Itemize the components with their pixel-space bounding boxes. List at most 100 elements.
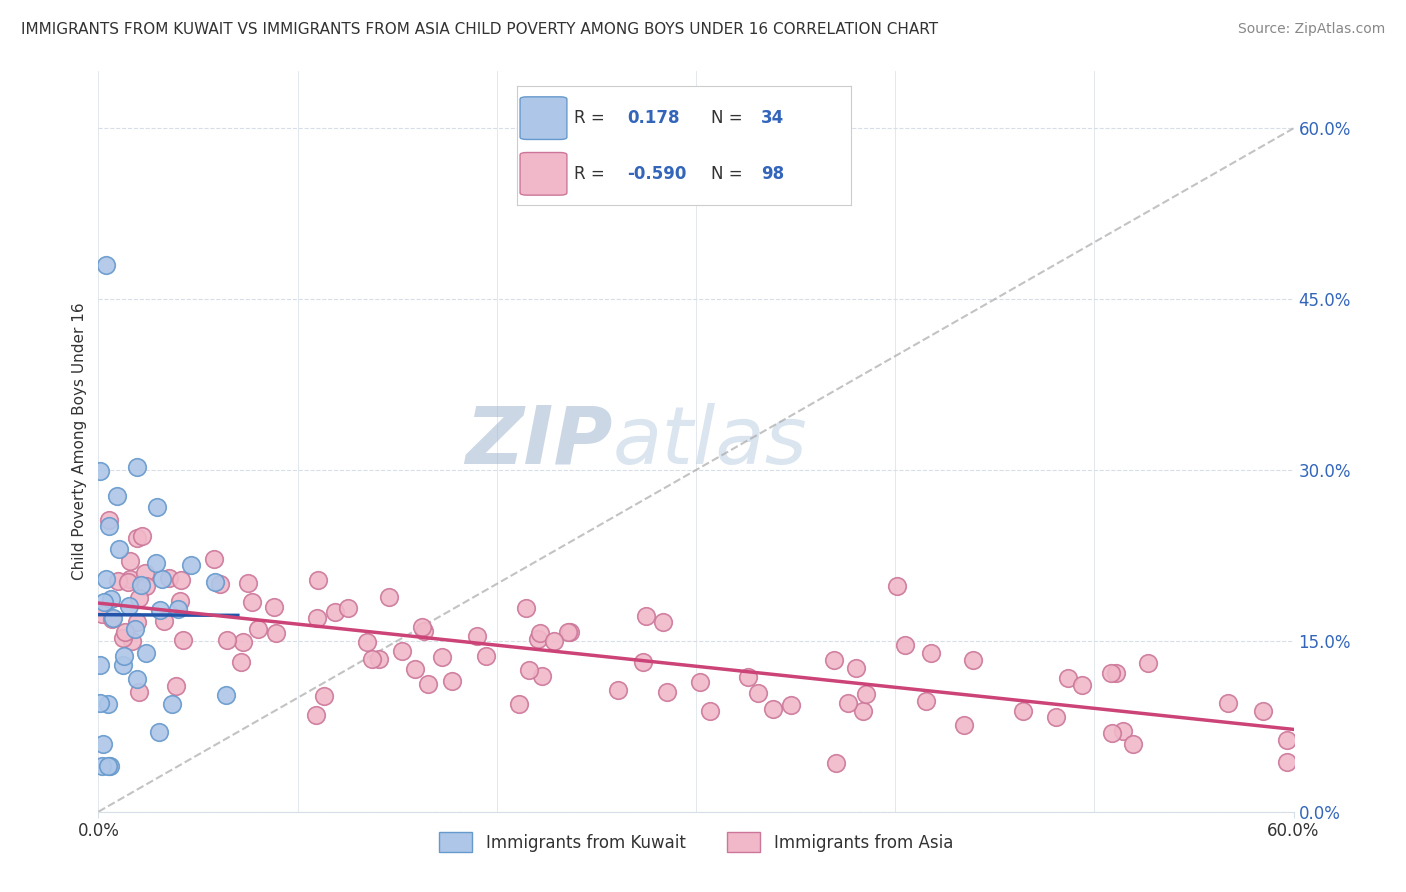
Point (634, 609, 657, 624)
Point (246, 622, 269, 636)
Point (172, 633, 194, 648)
Point (150, 572, 173, 586)
Point (135, 579, 157, 593)
Point (118, 572, 141, 586)
Point (361, 652, 384, 666)
Point (111, 657, 134, 672)
Point (169, 594, 191, 608)
Point (90, 607, 112, 621)
Point (214, 688, 236, 702)
Point (165, 679, 187, 693)
Point (108, 542, 131, 557)
Point (1011, 704, 1033, 718)
Point (432, 650, 454, 665)
Text: atlas: atlas (613, 402, 807, 481)
Point (404, 662, 426, 676)
Point (1112, 723, 1135, 738)
Point (129, 578, 152, 592)
Point (124, 622, 146, 636)
Point (1071, 678, 1094, 692)
Point (368, 652, 391, 666)
Point (100, 612, 122, 626)
Point (101, 611, 124, 625)
Point (962, 653, 984, 667)
Point (515, 600, 537, 615)
Point (149, 603, 172, 617)
Point (167, 601, 190, 615)
Point (312, 689, 335, 703)
Point (845, 661, 868, 675)
Point (305, 611, 328, 625)
Point (134, 566, 156, 581)
Point (823, 653, 845, 667)
Point (531, 669, 554, 683)
Point (89, 464, 111, 478)
Point (118, 554, 141, 568)
Point (893, 638, 915, 652)
Point (378, 591, 401, 605)
Point (689, 675, 711, 690)
Point (208, 577, 231, 591)
Point (413, 624, 436, 639)
Point (543, 634, 565, 648)
Point (97, 697, 120, 711)
Point (557, 624, 579, 639)
Point (356, 634, 378, 648)
Text: Source: ZipAtlas.com: Source: ZipAtlas.com (1237, 22, 1385, 37)
Point (89, 657, 111, 672)
Point (737, 669, 759, 683)
Point (145, 556, 167, 570)
Point (337, 601, 360, 615)
Point (125, 532, 148, 546)
Point (527, 632, 550, 647)
Point (1136, 656, 1159, 670)
Point (655, 685, 678, 699)
Point (217, 632, 239, 647)
Point (112, 631, 135, 645)
Point (325, 605, 347, 619)
Point (98, 759, 121, 773)
Point (1057, 671, 1080, 685)
Point (1275, 733, 1298, 747)
Point (236, 575, 259, 590)
Point (852, 704, 875, 718)
Point (204, 574, 226, 589)
Point (131, 528, 153, 542)
Point (780, 698, 803, 713)
Point (953, 718, 976, 732)
Point (1105, 665, 1128, 680)
Point (441, 674, 464, 689)
Point (465, 629, 488, 643)
Point (391, 644, 413, 658)
Point (118, 599, 141, 613)
Point (240, 595, 263, 609)
Point (128, 685, 150, 699)
Point (1101, 725, 1123, 739)
Point (652, 615, 675, 629)
Point (146, 500, 169, 514)
Point (416, 676, 439, 690)
Point (157, 570, 180, 584)
Point (127, 615, 149, 630)
Point (125, 673, 148, 687)
Y-axis label: Child Poverty Among Boys Under 16: Child Poverty Among Boys Under 16 (72, 302, 87, 581)
Point (1099, 665, 1122, 680)
Point (411, 620, 433, 634)
Point (148, 724, 170, 739)
Point (855, 687, 877, 701)
Point (121, 634, 143, 648)
Point (93, 595, 115, 609)
Point (180, 558, 202, 572)
Point (915, 693, 938, 707)
Point (98, 513, 121, 527)
Point (105, 489, 128, 503)
Point (98, 519, 121, 533)
Point (114, 625, 136, 640)
Point (100, 592, 122, 607)
Point (1275, 755, 1298, 769)
Point (264, 625, 287, 640)
Point (633, 655, 655, 669)
Point (508, 698, 530, 712)
Text: ZIP: ZIP (465, 402, 613, 481)
Point (107, 574, 129, 588)
